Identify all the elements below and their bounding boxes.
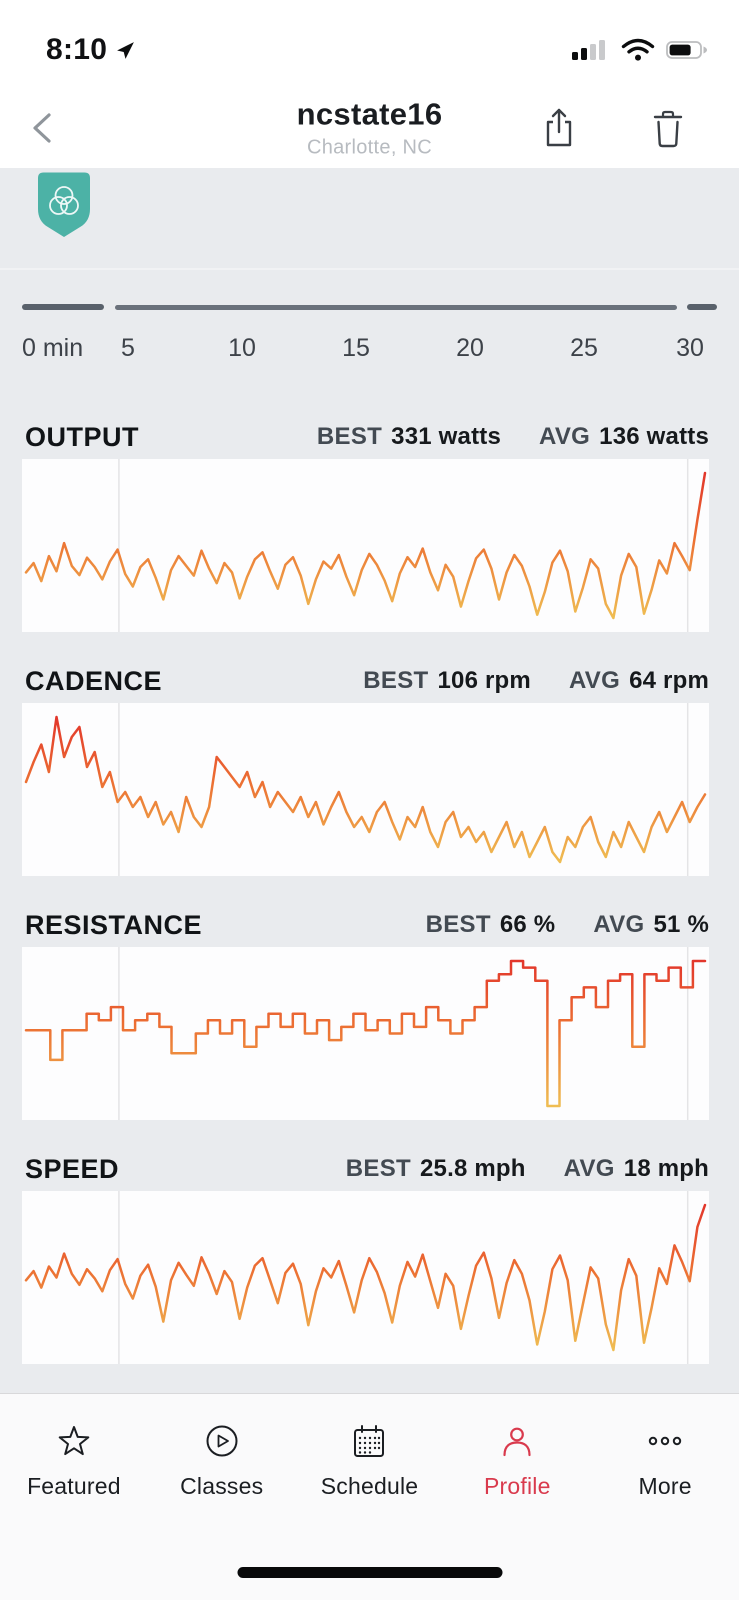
timeline-segment-warmup [22,304,104,310]
metric-header: SPEED BEST 25.8 mph AVG 18 mph [25,1147,709,1191]
timeline-ticks: 0 min 5 10 15 20 25 30 [0,334,739,364]
avg-label: AVG [593,911,645,938]
tick-label: 5 [121,334,135,362]
avg-value: 64 rpm [629,667,709,694]
cadence-chart [22,703,709,876]
metric-stats: BEST 331 watts AVG 136 watts [317,423,709,451]
metric-section-speed: SPEED BEST 25.8 mph AVG 18 mph [0,1147,739,1364]
avg-stat: AVG 136 watts [539,423,709,451]
best-label: BEST [425,911,491,938]
nav-bar: ncstate16 Charlotte, NC [0,88,739,168]
play-circle-icon [206,1425,238,1457]
tabs: Featured Classes [0,1394,739,1500]
tab-schedule[interactable]: Schedule [296,1421,444,1500]
back-button[interactable] [28,106,58,150]
metric-title: CADENCE [25,665,163,696]
best-value: 25.8 mph [419,1155,526,1182]
avg-value: 51 % [653,911,709,938]
timeline-segment-main [115,305,677,310]
metric-header: RESISTANCE BEST 66 % AVG 51 % [25,903,709,947]
tick-label: 10 [228,334,256,362]
avg-label: AVG [568,667,621,694]
best-label: BEST [345,1155,411,1182]
timeline-segment-end [687,304,717,310]
tab-label: Classes [180,1473,264,1499]
nav-titles: ncstate16 Charlotte, NC [297,97,443,160]
avg-value: 136 watts [599,423,709,450]
metric-section-cadence: CADENCE BEST 106 rpm AVG 64 rpm [0,659,739,876]
workout-timeline: 0 min 5 10 15 20 25 30 [0,268,739,390]
metric-header: OUTPUT BEST 331 watts AVG 136 watts [25,415,709,459]
tab-more[interactable]: More [591,1421,739,1500]
resistance-chart [22,947,709,1120]
metric-section-output: OUTPUT BEST 331 watts AVG 136 watts [0,415,739,632]
status-time: 8:10 [46,33,108,66]
tick-label: 20 [456,334,484,362]
calendar-icon [354,1425,385,1457]
cellular-signal-icon [572,40,605,60]
tick-label: 25 [570,334,598,362]
tab-label: Featured [27,1473,121,1499]
home-indicator[interactable] [237,1567,502,1578]
achievement-badge-icon [38,172,90,237]
metric-title: RESISTANCE [25,909,203,940]
nav-actions [540,105,686,151]
best-stat: BEST 106 rpm [363,667,531,695]
tick-label: 15 [342,334,370,362]
metrics-list: OUTPUT BEST 331 watts AVG 136 watts CADENC… [0,390,739,1364]
metric-title: OUTPUT [25,421,139,452]
metric-title: SPEED [25,1153,120,1184]
more-dots-icon [648,1436,682,1446]
speed-chart [22,1191,709,1364]
tab-label: Schedule [320,1473,419,1499]
best-stat: BEST 331 watts [317,423,501,451]
metric-stats: BEST 66 % AVG 51 % [426,911,709,939]
tick-label: 30 [676,334,704,362]
best-value: 66 % [499,911,556,938]
tab-bar: Featured Classes [0,1393,739,1600]
metric-header: CADENCE BEST 106 rpm AVG 64 rpm [25,659,709,703]
achievement-band [0,168,739,268]
avg-stat: AVG 51 % [593,911,709,939]
tab-profile[interactable]: Profile [443,1421,591,1500]
avg-stat: AVG 64 rpm [569,667,709,695]
battery-icon [666,41,707,59]
metric-section-resistance: RESISTANCE BEST 66 % AVG 51 % [0,903,739,1120]
person-icon [503,1427,531,1457]
best-value: 331 watts [391,423,501,450]
avg-value: 18 mph [623,1155,709,1182]
tab-classes[interactable]: Classes [148,1421,296,1500]
tick-label: 0 min [22,334,84,362]
avg-label: AVG [563,1155,615,1182]
tab-featured[interactable]: Featured [0,1421,148,1500]
page-subtitle: Charlotte, NC [306,136,433,159]
location-arrow-icon [117,41,135,59]
avg-stat: AVG 18 mph [564,1155,709,1183]
page-title: ncstate16 [296,96,443,132]
tab-label: Profile [483,1473,551,1499]
metric-stats: BEST 25.8 mph AVG 18 mph [346,1155,709,1183]
timeline-track[interactable] [0,304,739,311]
best-stat: BEST 25.8 mph [346,1155,526,1183]
status-left: 8:10 [46,33,136,67]
output-chart [22,459,709,632]
best-label: BEST [316,423,383,450]
wifi-icon [621,38,655,61]
avg-label: AVG [539,423,591,450]
status-bar: 8:10 [0,0,739,88]
status-right [570,38,710,62]
share-button[interactable] [540,105,578,151]
best-value: 106 rpm [437,667,531,694]
best-stat: BEST 66 % [426,911,556,939]
star-icon [58,1426,90,1456]
best-label: BEST [363,667,429,694]
metric-stats: BEST 106 rpm AVG 64 rpm [363,667,709,695]
delete-button[interactable] [650,105,686,151]
tab-label: More [638,1473,692,1499]
